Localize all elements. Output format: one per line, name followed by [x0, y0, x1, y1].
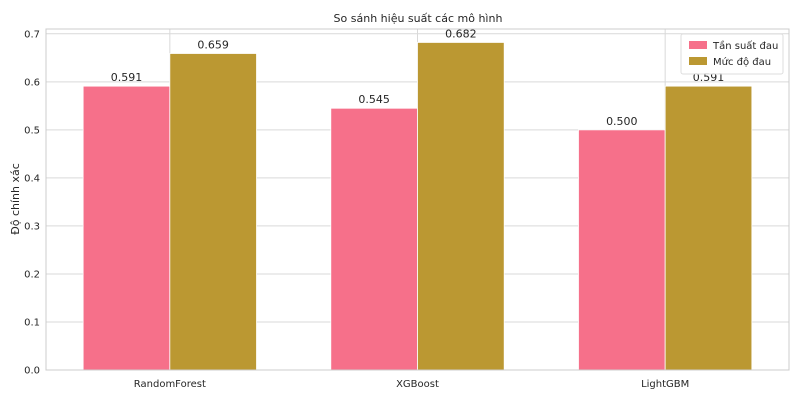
x-tick-label: LightGBM [641, 379, 689, 390]
y-tick-label: 0.4 [24, 173, 40, 184]
x-tick-label: RandomForest [134, 379, 206, 390]
y-tick-label: 0.6 [24, 77, 40, 88]
y-tick-label: 0.1 [24, 317, 40, 328]
bar-value-label: 0.682 [445, 27, 477, 40]
bar-value-label: 0.500 [606, 115, 638, 128]
legend-swatch [689, 57, 707, 65]
bar [664, 85, 753, 371]
legend-box [680, 33, 784, 75]
chart-title: So sánh hiệu suất các mô hình [334, 12, 503, 25]
bar-value-label: 0.545 [358, 93, 390, 106]
y-axis-title: Độ chính xác [9, 163, 22, 235]
bar [82, 85, 171, 371]
legend: Tần suất đau Mức độ đau [680, 33, 784, 75]
x-tick-label: XGBoost [396, 379, 439, 390]
bar [330, 107, 418, 371]
bar [578, 129, 666, 371]
bar-value-label: 0.659 [197, 38, 229, 51]
bars [82, 42, 753, 371]
legend-label: Mức độ đau [713, 56, 771, 68]
y-tick-label: 0.7 [24, 29, 40, 40]
axis-ticks: 0.0 0.1 0.2 0.3 0.4 0.5 0.6 0.7 RandomForest XGBo… [24, 29, 689, 390]
bar [169, 53, 257, 371]
bar [417, 42, 505, 371]
legend-label: Tần suất đau [712, 40, 778, 52]
plot-frame [45, 28, 790, 371]
y-tick-label: 0.0 [24, 366, 40, 377]
y-tick-label: 0.3 [24, 221, 40, 232]
legend-swatch [689, 41, 707, 49]
y-tick-label: 0.2 [24, 269, 40, 280]
bar-value-label: 0.591 [111, 71, 143, 84]
y-tick-label: 0.5 [24, 125, 40, 136]
